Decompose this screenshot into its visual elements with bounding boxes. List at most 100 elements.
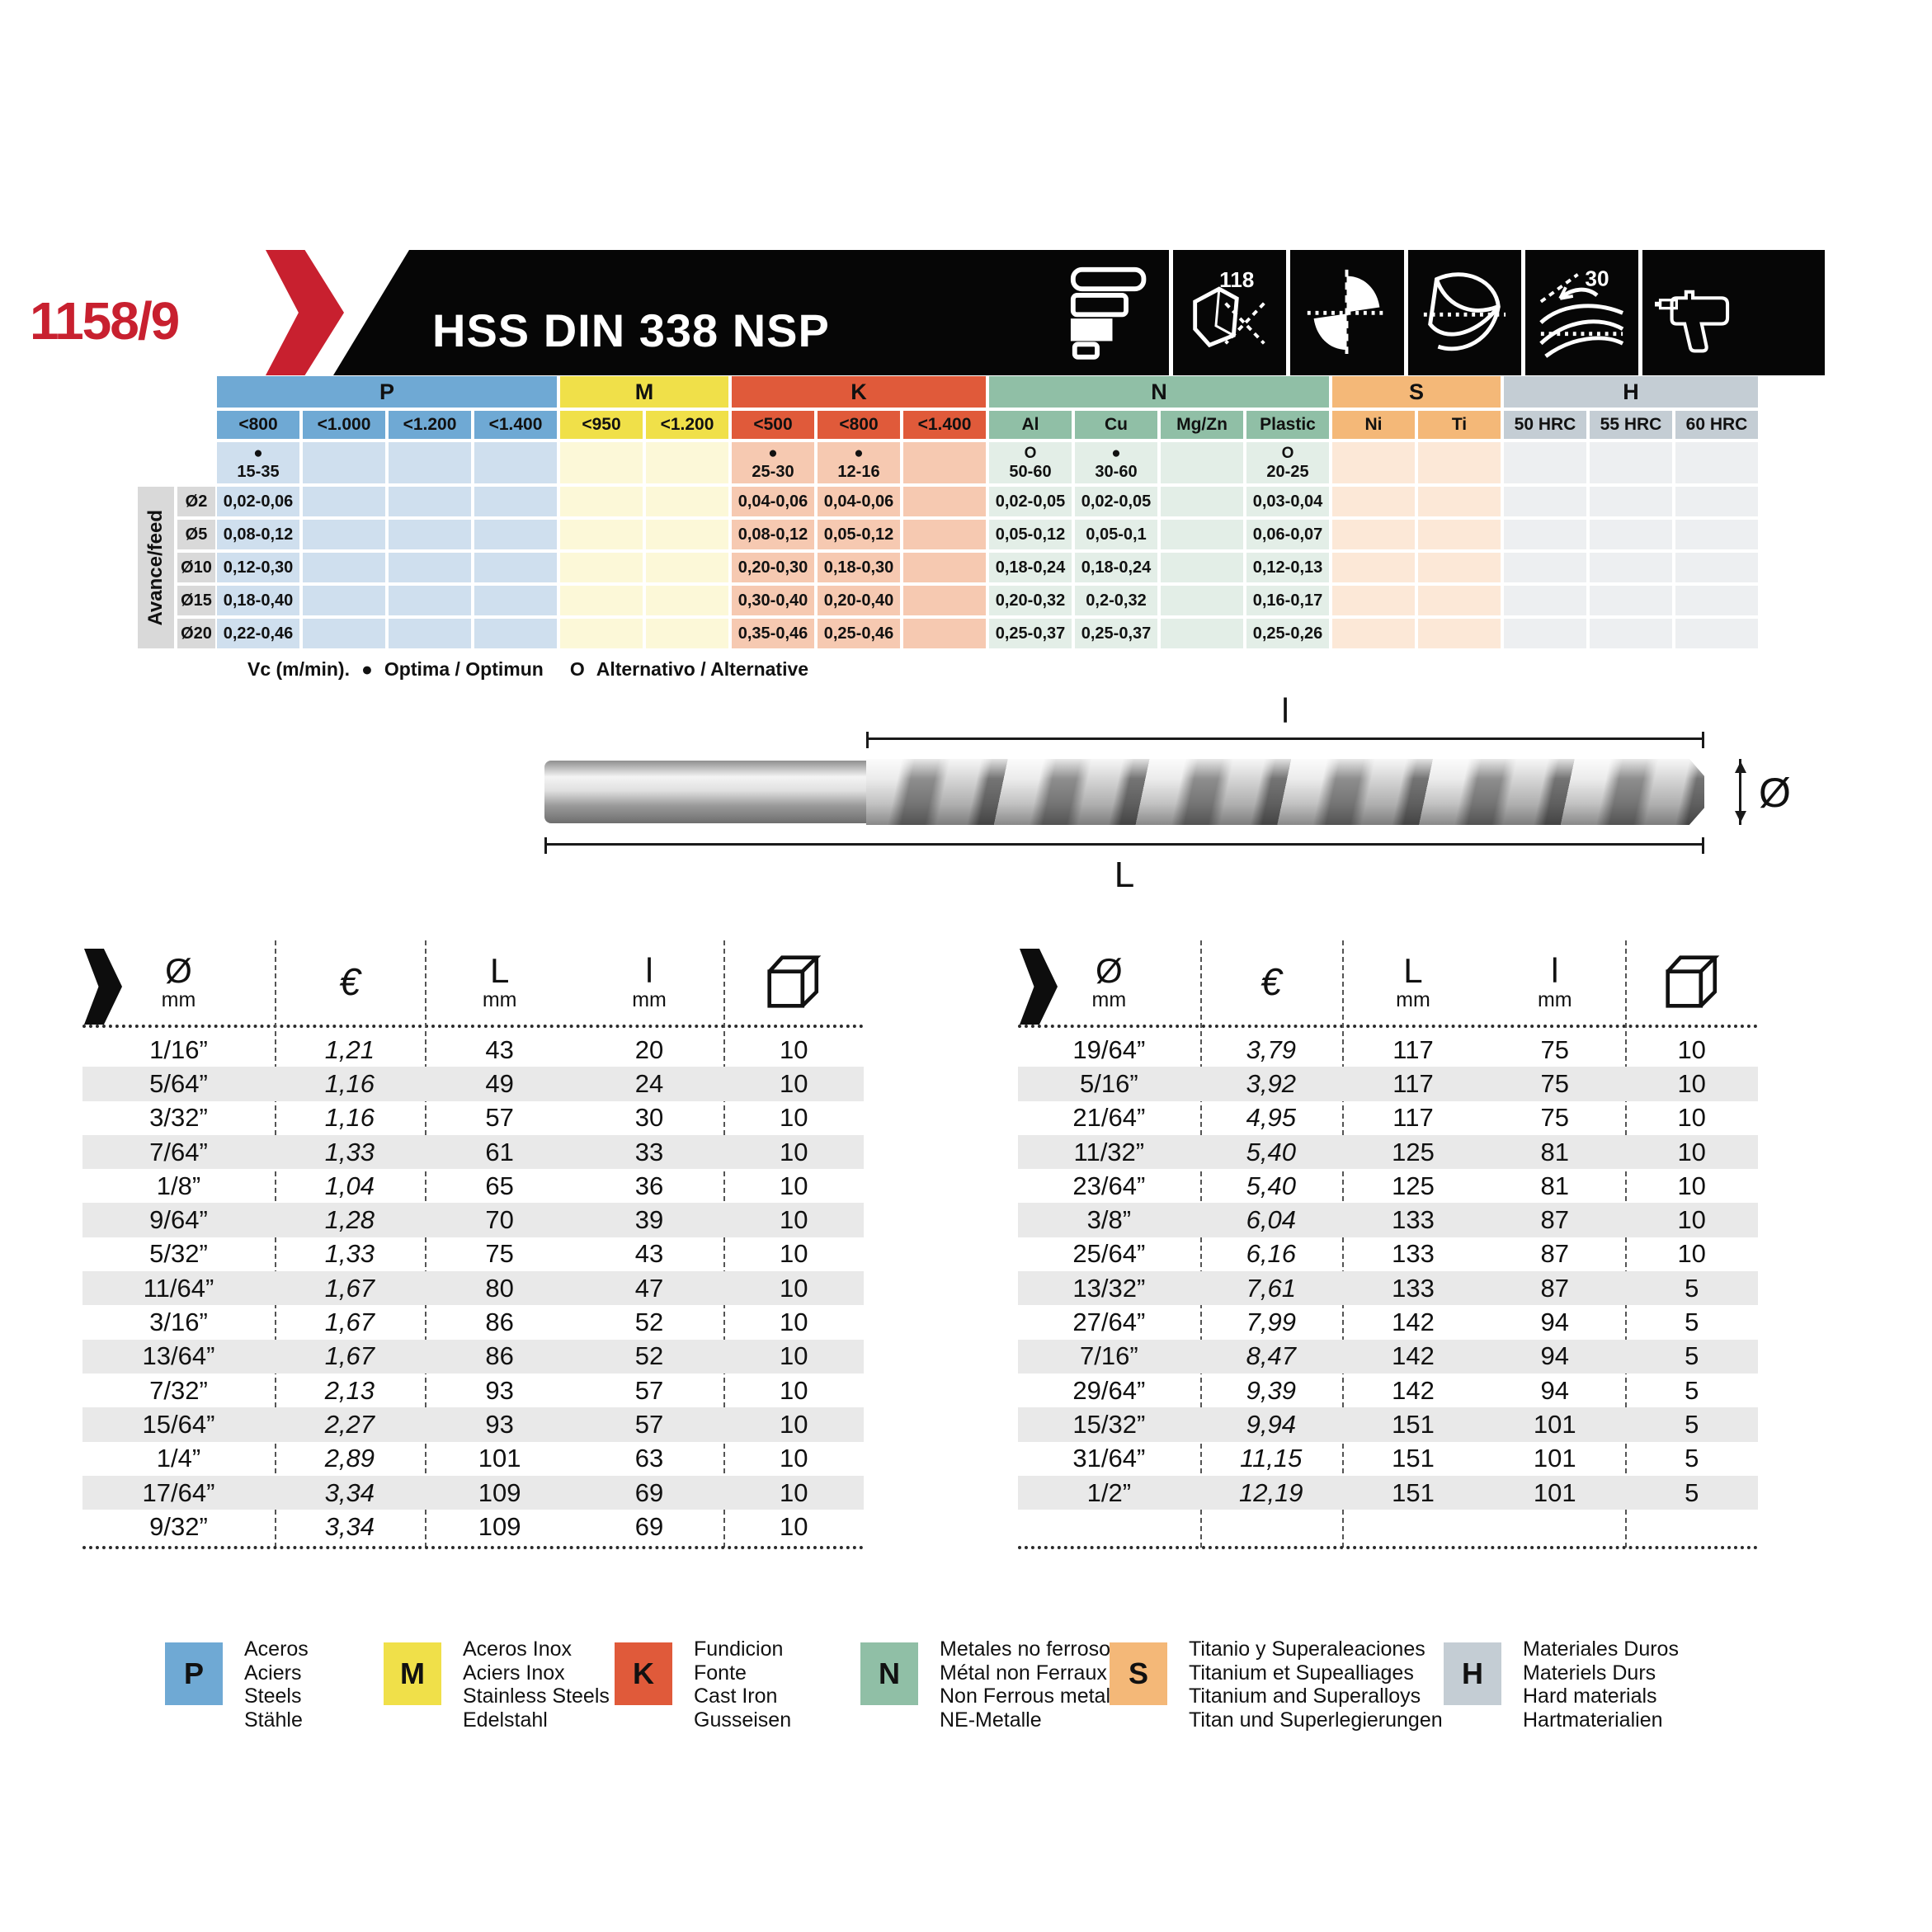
price-row: 7/16”8,47142945 (1018, 1340, 1758, 1374)
flute-length-label: l (866, 691, 1704, 731)
price-row: 5/64”1,16492410 (82, 1067, 864, 1100)
flute-length-symbol: l (1551, 953, 1558, 989)
vc-cell (1590, 442, 1672, 483)
feed-cell (1590, 520, 1672, 549)
flute-length-value: 75 (1484, 1069, 1625, 1099)
vc-cell: O50-60 (989, 442, 1072, 483)
diameter-value: 7/16” (1018, 1341, 1200, 1371)
cutting-conditions-header-grid: PMKNSH<800<1.000<1.200<1.400<950<1.200<5… (217, 376, 1758, 483)
feed-cell (1161, 520, 1243, 549)
price-row: 7/64”1,33613310 (82, 1135, 864, 1169)
package-box-icon (1625, 940, 1758, 1023)
vc-cell: ●30-60 (1075, 442, 1157, 483)
price-row: 13/64”1,67865210 (82, 1340, 864, 1374)
price-value: 12,19 (1200, 1478, 1342, 1508)
feed-cell: 0,12-0,13 (1246, 553, 1329, 582)
feed-cell (903, 520, 986, 549)
flute-length-value: 75 (1484, 1103, 1625, 1133)
total-length-value: 117 (1342, 1103, 1484, 1133)
package-qty-value: 10 (723, 1138, 864, 1167)
diameter-value: 27/64” (1018, 1308, 1200, 1337)
vc-footnote: Vc (m/min). ● Optima / Optimun O Alterna… (247, 658, 808, 681)
total-length-value: 109 (425, 1478, 575, 1508)
diameter-value: 15/32” (1018, 1410, 1200, 1440)
feed-cell (903, 487, 986, 516)
euro-symbol: € (339, 962, 360, 1001)
feed-axis-label: Avance/feed (144, 510, 167, 626)
flute-length-value: 101 (1484, 1410, 1625, 1440)
total-length-value: 86 (425, 1341, 575, 1371)
column-header-total-length: L mm (1342, 940, 1484, 1023)
diameter-value: 5/16” (1018, 1069, 1200, 1099)
feed-cell: 0,22-0,46 (217, 619, 299, 648)
feed-cell (1590, 553, 1672, 582)
svg-text:30: 30 (1585, 266, 1609, 290)
feed-axis-label-block: Avance/feed (138, 487, 174, 648)
feed-cell (303, 586, 385, 615)
feed-cell: 0,25-0,37 (989, 619, 1072, 648)
diameter-value: 29/64” (1018, 1376, 1200, 1406)
feed-cell: 0,30-0,40 (732, 586, 814, 615)
legend-swatch-S: S (1110, 1642, 1167, 1705)
euro-symbol: € (1261, 962, 1282, 1001)
drill-flutes (866, 759, 1704, 825)
feed-cell (1590, 487, 1672, 516)
table-bottom-divider (82, 1546, 864, 1549)
price-table-left: Ø mm € L mm l mm 1/16”1,214320105/64”1,1… (82, 940, 864, 1548)
diameter-label: Ø (1759, 769, 1791, 817)
feed-cell (389, 553, 471, 582)
price-value: 1,33 (275, 1138, 425, 1167)
price-row: 25/64”6,161338710 (1018, 1237, 1758, 1271)
flute-length-value: 69 (575, 1478, 724, 1508)
feed-cell (560, 520, 643, 549)
feed-cell (474, 520, 557, 549)
feed-cell (560, 487, 643, 516)
price-value: 1,21 (275, 1035, 425, 1065)
feed-cell (1675, 487, 1758, 516)
feed-diameter-label: Ø20 (177, 619, 215, 648)
subcolumn-header: 60 HRC (1675, 411, 1758, 439)
alternative-marker: O (570, 658, 585, 681)
feed-cell: 0,08-0,12 (217, 520, 299, 549)
feed-cell (303, 553, 385, 582)
feed-cell (1590, 586, 1672, 615)
subcolumn-header: <950 (560, 411, 643, 439)
column-header-flute-length: l mm (575, 940, 724, 1023)
feed-cell (903, 586, 986, 615)
feed-cell (1332, 586, 1415, 615)
feed-cell: 0,08-0,12 (732, 520, 814, 549)
feed-cell (1675, 586, 1758, 615)
price-value: 1,67 (275, 1341, 425, 1371)
diameter-value: 1/16” (82, 1035, 275, 1065)
vc-cell (1161, 442, 1243, 483)
package-qty-value: 5 (1625, 1376, 1758, 1406)
alternative-text: Alternativo / Alternative (596, 658, 808, 681)
feed-cell (1161, 487, 1243, 516)
flute-length-value: 57 (575, 1376, 724, 1406)
vc-cell: ●12-16 (818, 442, 900, 483)
flute-length-value: 52 (575, 1308, 724, 1337)
header-divider (1018, 1025, 1758, 1028)
price-value: 1,33 (275, 1239, 425, 1269)
feed-cell: 0,05-0,1 (1075, 520, 1157, 549)
price-value: 1,67 (275, 1274, 425, 1303)
subcolumn-header: <1.400 (903, 411, 986, 439)
price-value: 3,79 (1200, 1035, 1342, 1065)
feed-cell (303, 487, 385, 516)
total-length-value: 151 (1342, 1410, 1484, 1440)
package-qty-value: 10 (723, 1274, 864, 1303)
package-qty-value: 10 (1625, 1035, 1758, 1065)
price-row: 1/16”1,21432010 (82, 1033, 864, 1067)
price-row: 11/64”1,67804710 (82, 1271, 864, 1305)
legend-item-S: STitanio y SuperaleacionesTitanium et Su… (1110, 1637, 1443, 1732)
subcolumn-header: <1.000 (303, 411, 385, 439)
price-value: 2,89 (275, 1444, 425, 1473)
diameter-value: 23/64” (1018, 1171, 1200, 1201)
feed-cell: 0,06-0,07 (1246, 520, 1329, 549)
price-row: 1/4”2,891016310 (82, 1442, 864, 1476)
feed-cell (1332, 520, 1415, 549)
price-value: 3,92 (1200, 1069, 1342, 1099)
subcolumn-header: <800 (217, 411, 299, 439)
column-header-diameter: Ø mm (82, 940, 275, 1023)
vc-cell (474, 442, 557, 483)
